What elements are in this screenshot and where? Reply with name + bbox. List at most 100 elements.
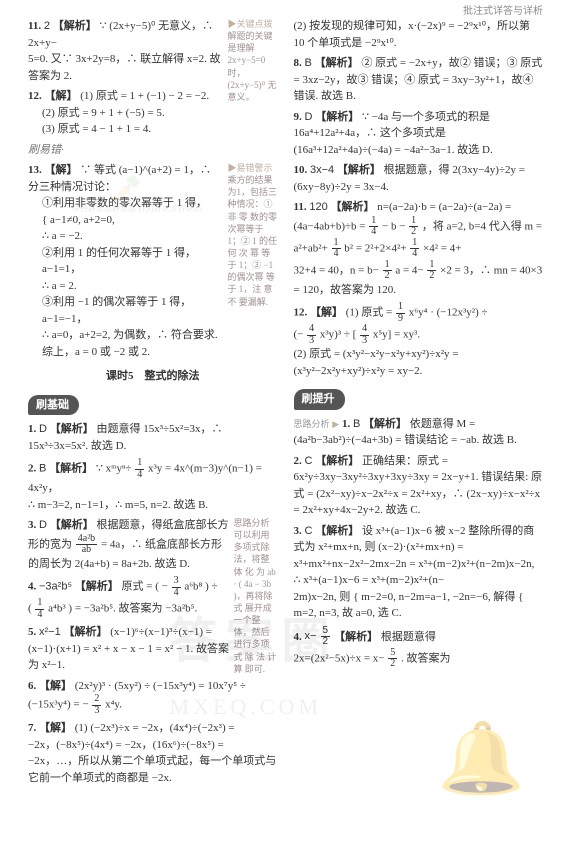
q11-ans: 2	[44, 20, 50, 32]
lq5-num: 5.	[28, 626, 36, 638]
rq9-ans: D	[305, 111, 313, 123]
lq2-ba: ∵ xᵐyⁿ÷	[96, 463, 132, 475]
page-body: ▶关键点拨 解题的关键是理解 2x+y−5=0 时，(2x+y−5)⁰ 无意义。…	[0, 0, 565, 842]
lq7-num: 7.	[28, 722, 36, 734]
l-q7: 7. 【解】 (1) (−2x³)÷x = −2x，(4x⁴)÷(−2x³) =…	[28, 720, 278, 786]
banner-basics: 刷基础	[28, 395, 79, 416]
q12-tag: 【解】	[45, 90, 78, 102]
rq4r-ans-text: x−	[305, 630, 317, 642]
sp1-tag: 思路分析	[294, 419, 330, 429]
sub-head-1: 刷易错·	[28, 142, 278, 159]
rq8-tag: 【解析】	[315, 57, 359, 69]
lq7-bb: −2x，(−8x⁵)÷(4x⁴) = −2x，(16x⁶)÷(−8x⁵) =	[28, 737, 278, 754]
lq6-tag: 【解】	[39, 680, 72, 692]
r-q1: 思路分析 ▶ 1. B 【解析】 依题意得 M = (4a²b−3ab²)÷(−…	[294, 416, 544, 449]
sp1-arrow: ▶	[332, 419, 339, 429]
q11-tag: 【解析】	[53, 20, 97, 32]
l-q6: 6. 【解】 (2x²y)³ · (5xy²) ÷ (−15x³y⁴) = 10…	[28, 678, 278, 717]
lq6-ba: (2x²y)³ · (5xy²) ÷ (−15x³y⁴) = 10x⁷y⁵ ÷	[75, 680, 246, 692]
frac-11c: 14	[332, 238, 341, 260]
r-q7b: (2) 按发现的规律可知，x·(−2x)⁹ = −2⁹x¹⁰，所以第 10 个单…	[294, 18, 544, 51]
lq1-ans: D	[39, 423, 47, 435]
rq12-p1d: x³y)³ ÷ [	[320, 329, 356, 341]
rq12-p1b: x⁶y⁴ · (−12x³y²) ÷	[409, 307, 488, 319]
frac-6: 23	[92, 694, 101, 716]
rq4r-num: 4.	[294, 630, 302, 642]
l-q3: 思路分析 可以利用多项式除法，将整体 化 为 ab · ( 4a − 3b )，…	[28, 517, 278, 572]
lq4-bd: a⁴b³ ) = −3a²b⁵. 故答案为 −3a²b⁵.	[48, 603, 197, 615]
rq11-mid: − b −	[382, 220, 408, 232]
rq2r-ans: C	[305, 455, 313, 467]
lq3-ans: D	[39, 519, 47, 531]
banner-advance: 刷提升	[294, 389, 345, 410]
q13-tag: 【解】	[45, 164, 78, 176]
rq3r-ans: C	[305, 525, 313, 537]
rq4r-bb: 2x=(2x²−5x)÷x = x−	[294, 652, 385, 664]
rq10-tag: 【解析】	[337, 164, 381, 176]
q13-sidenote: ▶易错警示 乘方的结果为1，包括三种情况：① 非 零 数的零次幂等于 1；② 1…	[228, 162, 278, 308]
lq7-tag: 【解】	[39, 722, 72, 734]
lq5-ans: x²−1	[39, 626, 61, 638]
lq7-bc: −2x，…，所以从第二个单项式起，每一个单项式与它前一个单项式的商都是 −2x.	[28, 753, 278, 786]
header-right-note: 批注式详答与详析	[463, 4, 543, 19]
rq8-num: 8.	[294, 57, 302, 69]
rq1r-tag: 【解析】	[363, 418, 407, 430]
rq3r-num: 3.	[294, 525, 302, 537]
rq4r-bc: . 故答案为	[401, 652, 451, 664]
rq3r-cases: { m−2=0, n−2m=a−1, −2n=−6,	[353, 591, 493, 603]
rq11-tag: 【解析】	[331, 201, 375, 213]
frac-11e: 12	[383, 260, 392, 282]
lq3-tag: 【解析】	[50, 519, 94, 531]
q13-concl: 综上，a = 0 或 −2 或 2.	[42, 344, 278, 361]
lq5-tag: 【解析】	[63, 626, 107, 638]
rq12-p2: (2) 原式 = (x³y²−x²y−x²y+xy²)÷x²y = (x³y²−…	[294, 346, 544, 379]
lq4-bb: a⁶b⁸ ) ÷	[184, 581, 217, 593]
rq10-ans: 3x−4	[310, 164, 334, 176]
r-q3: 3. C 【解析】 设 x³+(a−1)x−6 被 x−2 整除所得的商式为 x…	[294, 523, 544, 622]
lq4-tag: 【解析】	[75, 581, 119, 593]
lq2-num: 2.	[28, 463, 36, 475]
lq2-tag: 【解析】	[49, 463, 93, 475]
r-q11: 11. 120 【解析】 n=(a−2a)·b = (a−2a)÷(a−2a) …	[294, 199, 544, 298]
lq4-bc: (	[28, 603, 32, 615]
frac-11f: 12	[427, 260, 436, 282]
q12-l1: (1) 原式 = 1 + (−1) − 2 = −2.	[80, 90, 209, 102]
rq11-bb: (4a−4ab+b)÷b =	[294, 220, 369, 232]
lq3-num: 3.	[28, 519, 36, 531]
r-q8: 8. B 【解析】 ② 原式 = −2x+y，故② 错误；③ 原式 = 3xz−…	[294, 55, 544, 105]
lesson-title: 课时5 整式的除法	[28, 368, 278, 385]
frac-11a: 14	[369, 216, 378, 238]
frac-12b: 43	[307, 324, 316, 346]
lq1-num: 1.	[28, 423, 36, 435]
rq3r-bb: 2m)x−2n, 则	[294, 591, 354, 603]
r-q9: 9. D 【解析】 ∵ −4a 与一个多项式的积是 16a⁴+12a²+4a，∴…	[294, 109, 544, 159]
lq4-ba: 原式 = ( −	[122, 581, 168, 593]
q11-sidenote: ▶关键点拨 解题的关键是理解 2x+y−5=0 时，(2x+y−5)⁰ 无意义。	[228, 18, 278, 103]
rq11-ba: n=(a−2a)·b = (a−2a)÷(a−2a) =	[377, 201, 511, 213]
q13-c3b: ∴ a=0，a+2=2, 为偶数，∴ 符合要求.	[42, 327, 278, 344]
q12-l2: (2) 原式 = 9 + 1 + (−5) = 5.	[42, 105, 278, 122]
frac-r4a: 52	[321, 626, 331, 648]
frac-12c: 43	[360, 324, 369, 346]
rq11-be: ×4² = 4+	[423, 242, 461, 254]
rq3r-tag: 【解析】	[315, 525, 359, 537]
lq7-ba: (1) (−2x³)÷x = −2x，(4x⁴)÷(−2x³) =	[75, 722, 235, 734]
q13: ▶易错警示 乘方的结果为1，包括三种情况：① 非 零 数的零次幂等于 1；② 1…	[28, 162, 278, 360]
rq4r-ba: 根据题意得	[381, 630, 436, 642]
r-q4: 4. x− 52 【解析】 根据题意得 2x=(2x²−5x)÷x = x− 5…	[294, 626, 544, 670]
rq12-p1a: (1) 原式 =	[346, 307, 395, 319]
lq2-bc: ∴ m−3=2, n−1=1，∴ m=5, n=2. 故选 B.	[28, 497, 278, 514]
rq1r-ans: B	[353, 418, 360, 430]
rq1r-bb: 错误结论 = −ab. 故选 B.	[404, 434, 517, 446]
q13-num: 13.	[28, 164, 42, 176]
lq6-bc: x⁴y.	[105, 699, 122, 711]
rq4r-ans: x− 52	[305, 630, 335, 642]
q3q5-sidenote: 思路分析 可以利用多项式除法，将整体 化 为 ab · ( 4a − 3b )，…	[234, 517, 278, 675]
rq12-p1c: (−	[294, 329, 304, 341]
rq12-num: 12.	[294, 307, 308, 319]
frac-4b: 14	[35, 598, 44, 620]
rq10-num: 10.	[294, 164, 308, 176]
rq9-num: 9.	[294, 111, 302, 123]
rq4r-tag: 【解析】	[334, 630, 378, 642]
r-q2: 2. C 【解析】 正确结果：原式 = 6x²y÷3xy−3xy²÷3xy+3x…	[294, 453, 544, 519]
